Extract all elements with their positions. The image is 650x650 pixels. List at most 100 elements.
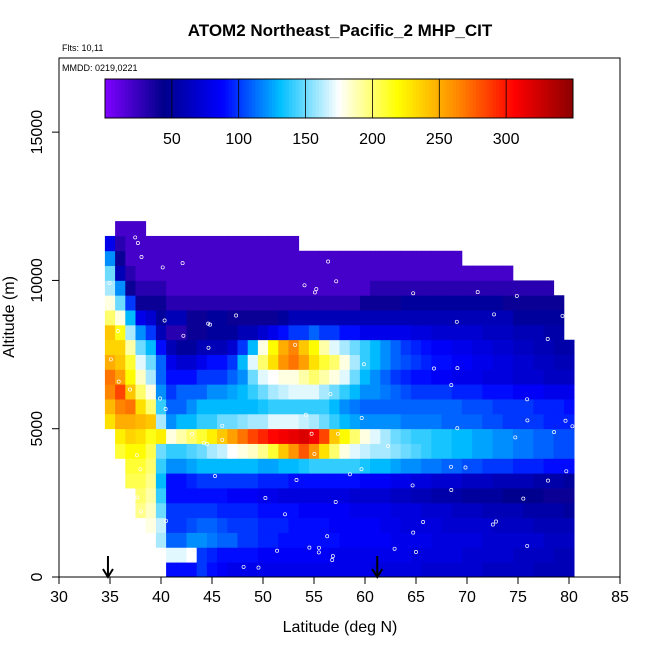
- sample-point: [138, 467, 143, 472]
- heatmap-cell: [461, 295, 473, 311]
- heatmap-cell: [410, 532, 422, 548]
- colorbar-segment: [415, 79, 420, 118]
- heatmap-cell: [298, 250, 310, 266]
- heatmap-cell: [186, 562, 198, 578]
- heatmap-cell: [339, 354, 351, 370]
- heatmap-cell: [370, 502, 381, 519]
- heatmap-cell: [329, 310, 340, 326]
- heatmap-cell: [308, 324, 320, 341]
- heatmap-cell: [227, 339, 238, 355]
- colorbar-segment: [205, 79, 210, 118]
- heatmap-cell: [176, 324, 187, 341]
- heatmap-cell: [482, 473, 493, 489]
- heatmap-cell: [104, 265, 116, 281]
- heatmap-cell: [380, 399, 391, 415]
- heatmap-cell: [553, 517, 565, 533]
- heatmap-cell: [349, 547, 361, 563]
- heatmap-cell: [441, 547, 453, 563]
- heatmap-cell: [166, 295, 177, 311]
- heatmap-cell: [227, 488, 238, 504]
- heatmap-cell: [319, 413, 330, 430]
- colorbar-segment: [195, 79, 200, 118]
- heatmap-cell: [217, 547, 228, 563]
- heatmap-cell: [166, 399, 177, 415]
- heatmap-cell: [492, 473, 504, 489]
- heatmap-cell: [206, 265, 218, 281]
- heatmap-cell: [196, 310, 208, 326]
- heatmap-cell: [166, 547, 177, 563]
- heatmap-cell: [461, 265, 473, 281]
- heatmap-cell: [206, 562, 218, 578]
- heatmap-cell: [451, 532, 463, 548]
- colorbar-segment: [359, 79, 363, 118]
- heatmap-cell: [512, 280, 524, 296]
- heatmap-cell: [298, 295, 310, 311]
- heatmap-cell: [176, 295, 187, 311]
- sample-point: [490, 522, 495, 527]
- heatmap-cell: [563, 517, 575, 533]
- sample-point: [475, 290, 480, 295]
- heatmap-cell: [104, 295, 116, 311]
- heatmap-cell: [380, 250, 391, 266]
- colorbar-segment: [556, 79, 561, 118]
- colorbar-segment: [332, 79, 337, 118]
- heatmap-cell: [370, 413, 381, 430]
- heatmap-cell: [196, 532, 208, 548]
- heatmap-cell: [441, 428, 453, 444]
- sample-point: [256, 565, 261, 570]
- heatmap-cell: [359, 562, 371, 578]
- heatmap-cell: [288, 488, 300, 504]
- heatmap-cell: [145, 517, 157, 533]
- colorbar-segment: [275, 79, 280, 118]
- heatmap-cell: [472, 443, 483, 459]
- sample-point: [463, 465, 468, 470]
- heatmap-cell: [380, 428, 391, 444]
- sample-point: [275, 548, 280, 553]
- heatmap-cell: [135, 339, 147, 355]
- heatmap-cell: [410, 384, 422, 400]
- heatmap-cell: [288, 562, 300, 578]
- heatmap-cell: [339, 280, 351, 296]
- colorbar-segment: [242, 79, 246, 118]
- heatmap-cell: [257, 295, 269, 311]
- heatmap-cell: [217, 324, 228, 341]
- heatmap-cell: [298, 532, 310, 548]
- heatmap-cell: [523, 339, 534, 355]
- heatmap-cell: [288, 547, 300, 563]
- heatmap-cell: [135, 369, 147, 385]
- heatmap-cell: [472, 413, 483, 430]
- heatmap-cell: [523, 517, 534, 533]
- heatmap-cell: [380, 339, 391, 355]
- y-tick-label: 5000: [29, 411, 46, 447]
- heatmap-cell: [349, 488, 361, 504]
- heatmap-cell: [339, 443, 351, 459]
- heatmap-cell: [166, 562, 177, 578]
- heatmap-cell: [176, 265, 187, 281]
- heatmap-cell: [400, 413, 412, 430]
- colorbar-segment: [168, 79, 173, 118]
- colorbar-segment: [238, 79, 243, 118]
- colorbar-segment: [252, 79, 256, 118]
- heatmap-cell: [196, 339, 208, 355]
- heatmap-cell: [237, 443, 249, 459]
- heatmap-cell: [155, 310, 167, 326]
- sample-point: [208, 322, 212, 327]
- heatmap-cell: [400, 488, 412, 504]
- sample-point: [386, 443, 390, 448]
- heatmap-cell: [125, 443, 136, 459]
- heatmap-cell: [349, 384, 361, 400]
- heatmap-cell: [502, 458, 514, 474]
- heatmap-cell: [247, 384, 259, 400]
- heatmap-cell: [359, 310, 371, 326]
- heatmap-cell: [370, 443, 381, 459]
- heatmap-cell: [186, 310, 198, 326]
- heatmap-cell: [329, 443, 340, 459]
- heatmap-cell: [421, 488, 432, 504]
- heatmap-cell: [115, 250, 126, 266]
- heatmap-cell: [288, 384, 300, 400]
- heatmap-cell: [268, 473, 279, 489]
- heatmap-cell: [206, 399, 218, 415]
- heatmap-cell: [410, 250, 422, 266]
- heatmap-cell: [410, 473, 422, 489]
- heatmap-cell: [512, 443, 524, 459]
